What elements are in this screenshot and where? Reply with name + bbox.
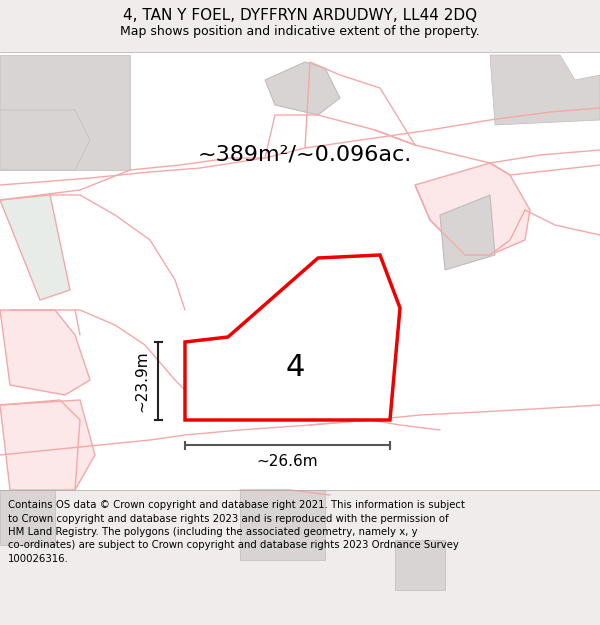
Text: Contains OS data © Crown copyright and database right 2021. This information is : Contains OS data © Crown copyright and d… — [8, 500, 465, 510]
Text: to Crown copyright and database rights 2023 and is reproduced with the permissio: to Crown copyright and database rights 2… — [8, 514, 449, 524]
Text: 100026316.: 100026316. — [8, 554, 69, 564]
Polygon shape — [0, 310, 90, 395]
Text: ~26.6m: ~26.6m — [257, 454, 319, 469]
Polygon shape — [440, 195, 495, 270]
Polygon shape — [0, 400, 95, 490]
Polygon shape — [415, 163, 530, 255]
Polygon shape — [0, 110, 90, 170]
Text: 4, TAN Y FOEL, DYFFRYN ARDUDWY, LL44 2DQ: 4, TAN Y FOEL, DYFFRYN ARDUDWY, LL44 2DQ — [123, 8, 477, 22]
Polygon shape — [395, 540, 445, 590]
Text: co-ordinates) are subject to Crown copyright and database rights 2023 Ordnance S: co-ordinates) are subject to Crown copyr… — [8, 541, 459, 551]
Polygon shape — [490, 55, 600, 125]
Polygon shape — [185, 255, 400, 420]
Text: 4: 4 — [286, 354, 305, 382]
Polygon shape — [265, 62, 340, 115]
Text: ~23.9m: ~23.9m — [134, 350, 149, 412]
Text: Map shows position and indicative extent of the property.: Map shows position and indicative extent… — [120, 26, 480, 39]
Text: ~389m²/~0.096ac.: ~389m²/~0.096ac. — [198, 145, 412, 165]
Polygon shape — [240, 490, 325, 560]
Text: HM Land Registry. The polygons (including the associated geometry, namely x, y: HM Land Registry. The polygons (includin… — [8, 527, 418, 537]
Polygon shape — [0, 490, 55, 545]
Polygon shape — [0, 195, 70, 300]
Bar — [0, 52, 600, 490]
Polygon shape — [0, 55, 130, 170]
